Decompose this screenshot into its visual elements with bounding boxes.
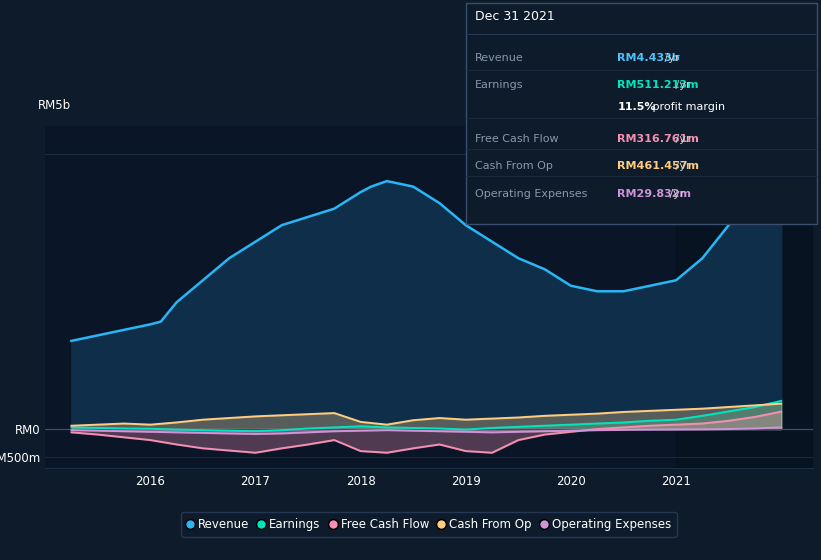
- Text: profit margin: profit margin: [649, 101, 725, 111]
- Text: RM316.761m: RM316.761m: [617, 134, 699, 144]
- Text: Revenue: Revenue: [475, 53, 524, 63]
- Text: Cash From Op: Cash From Op: [475, 161, 553, 171]
- Text: /yr: /yr: [667, 189, 685, 199]
- Text: RM511.213m: RM511.213m: [617, 80, 699, 90]
- Text: RM461.457m: RM461.457m: [617, 161, 699, 171]
- Text: /yr: /yr: [672, 134, 690, 144]
- Text: RM5b: RM5b: [38, 99, 71, 113]
- Legend: Revenue, Earnings, Free Cash Flow, Cash From Op, Operating Expenses: Revenue, Earnings, Free Cash Flow, Cash …: [181, 512, 677, 537]
- Bar: [676, 126, 813, 468]
- Text: /yr: /yr: [672, 80, 690, 90]
- Text: RM29.832m: RM29.832m: [617, 189, 691, 199]
- Text: Dec 31 2021: Dec 31 2021: [475, 10, 555, 22]
- Text: /yr: /yr: [661, 53, 680, 63]
- Text: 11.5%: 11.5%: [617, 101, 656, 111]
- Text: Free Cash Flow: Free Cash Flow: [475, 134, 559, 144]
- Text: /yr: /yr: [672, 161, 690, 171]
- Text: Earnings: Earnings: [475, 80, 524, 90]
- Text: RM4.433b: RM4.433b: [617, 53, 680, 63]
- Text: Operating Expenses: Operating Expenses: [475, 189, 588, 199]
